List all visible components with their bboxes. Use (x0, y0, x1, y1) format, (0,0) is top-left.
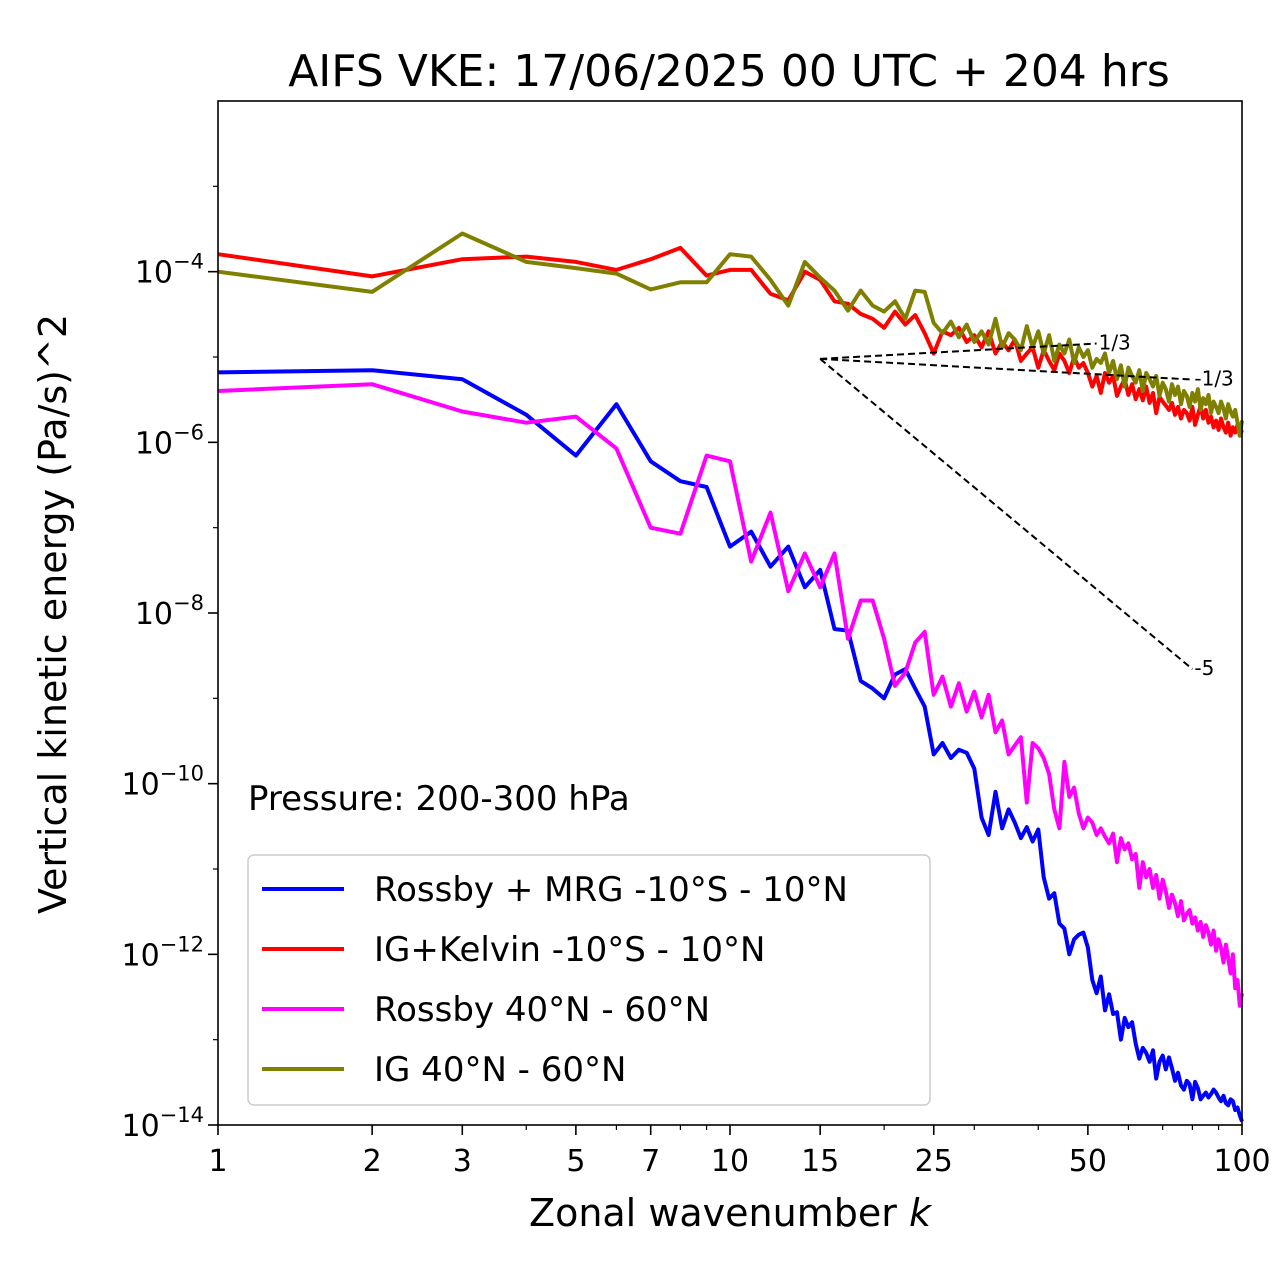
series-line-2 (217, 382, 1244, 1008)
reference-slope-layer: 1/3 -1/3 -5 (819, 331, 1234, 680)
y-tick-base: 10 (135, 597, 173, 632)
x-tick-label-8: 50 (1069, 1144, 1107, 1179)
y-tick-exponent: −10 (160, 762, 204, 786)
y-tick-exponent: −6 (173, 420, 204, 444)
series-line-1 (217, 245, 1244, 438)
slope-line-1 (820, 357, 1193, 381)
legend: Rossby + MRG -10°S - 10°N IG+Kelvin -10°S… (247, 854, 931, 1106)
slope-line-2 (819, 358, 1194, 670)
x-axis-label: Zonal wavenumber k (529, 1191, 933, 1235)
y-tick-exponent: −12 (160, 932, 204, 956)
legend-label-1: IG+Kelvin -10°S - 10°N (374, 930, 765, 970)
x-tick-label-9: 100 (1213, 1144, 1270, 1179)
y-tick-label-4: 10−6 (135, 420, 204, 461)
x-tick-label-5: 10 (711, 1144, 749, 1179)
chart-title: AIFS VKE: 17/06/2025 00 UTC + 204 hrs (288, 46, 1170, 97)
slope-label-0: 1/3 (1099, 331, 1131, 355)
y-tick-label-0: 10−14 (121, 1103, 204, 1144)
legend-box (247, 854, 931, 1106)
x-axis-label-variable: k (909, 1191, 933, 1235)
y-tick-base: 10 (135, 426, 173, 461)
pressure-annotation: Pressure: 200-300 hPa (248, 779, 630, 819)
x-tick-label-3: 5 (566, 1144, 585, 1179)
y-tick-exponent: −14 (160, 1103, 204, 1127)
slope-label-2: -5 (1194, 656, 1214, 680)
y-tick-base: 10 (121, 768, 159, 803)
y-tick-base: 10 (135, 256, 173, 291)
x-axis-label-text: Zonal wavenumber (529, 1191, 909, 1235)
y-tick-label-1: 10−12 (121, 932, 204, 973)
y-tick-exponent: −4 (173, 250, 204, 274)
slope-line-0 (820, 342, 1097, 360)
x-tick-label-2: 3 (453, 1144, 472, 1179)
legend-label-2: Rossby 40°N - 60°N (374, 990, 710, 1030)
series-line-3 (217, 231, 1244, 438)
x-tick-label-1: 2 (363, 1144, 382, 1179)
legend-label-0: Rossby + MRG -10°S - 10°N (374, 870, 848, 910)
slope-label-1: -1/3 (1194, 367, 1233, 391)
y-tick-label-3: 10−8 (135, 591, 204, 632)
y-axis-label: Vertical kinetic energy (Pa/s)^2 (31, 314, 75, 914)
y-tick-base: 10 (121, 1109, 159, 1144)
x-tick-label-6: 15 (801, 1144, 839, 1179)
x-tick-label-4: 7 (641, 1144, 660, 1179)
x-tick-label-7: 25 (915, 1144, 953, 1179)
y-tick-base: 10 (121, 938, 159, 973)
x-tick-label-0: 1 (208, 1144, 227, 1179)
x-axis: 1 2 3 5 7 10 15 25 50 100 (208, 1125, 1271, 1179)
y-tick-label-2: 10−10 (121, 762, 204, 803)
y-tick-label-5: 10−4 (135, 250, 204, 291)
legend-entries: Rossby + MRG -10°S - 10°N IG+Kelvin -10°S… (262, 870, 848, 1090)
y-tick-exponent: −8 (173, 591, 204, 615)
series-layer (217, 231, 1244, 1123)
series-line-0 (217, 368, 1244, 1123)
legend-label-3: IG 40°N - 60°N (374, 1050, 626, 1090)
